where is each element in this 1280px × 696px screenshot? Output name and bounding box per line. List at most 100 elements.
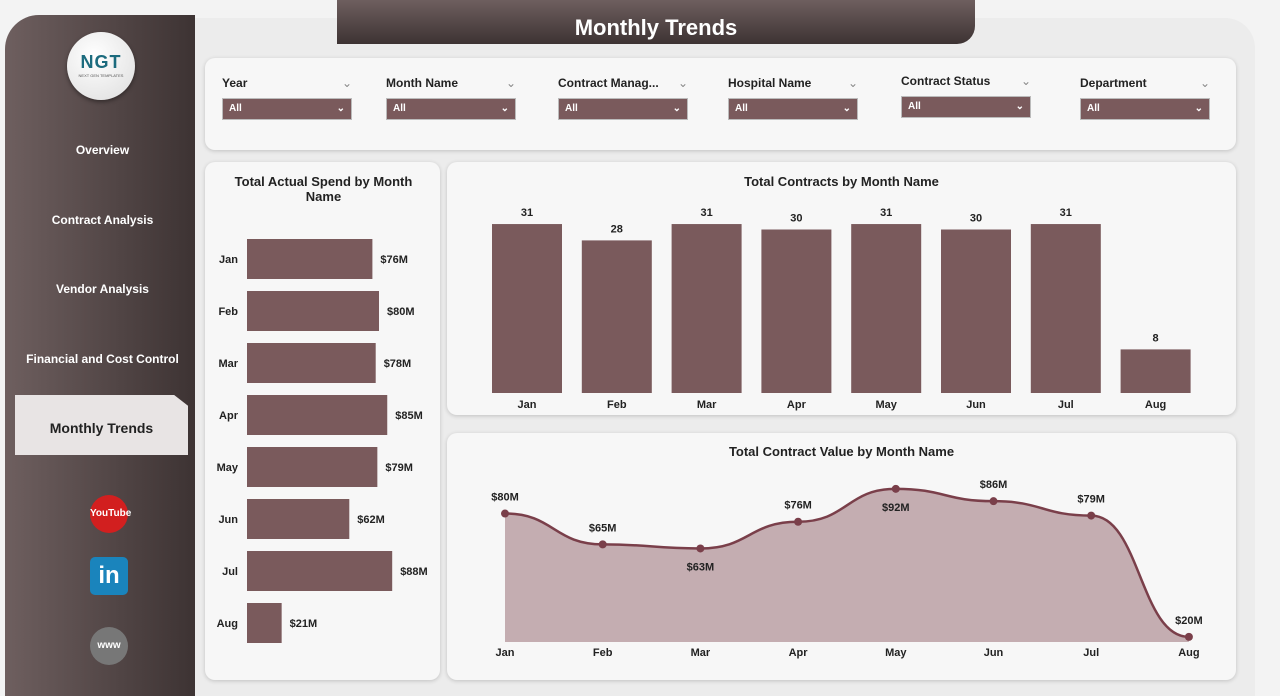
- data-label: 28: [611, 223, 623, 235]
- chevron-down-icon[interactable]: ⌄: [1020, 74, 1031, 88]
- data-label: $88M: [400, 566, 428, 578]
- filter-value: All: [393, 103, 406, 114]
- filter-dropdown[interactable]: All ⌄: [222, 98, 352, 120]
- filter-department[interactable]: Department ⌄ All ⌄: [1080, 76, 1210, 120]
- bar-Jul: [247, 551, 393, 591]
- contracts-chart: Jan 31 Feb 28 Mar 31 Apr 30 May 31 Jun 30 Jul 31 Aug 8: [492, 207, 1191, 411]
- data-label: $63M: [687, 561, 715, 573]
- bar-Jul: [1030, 224, 1101, 393]
- bar-Jun: [247, 499, 350, 539]
- filter-label: Year ⌄: [222, 76, 352, 90]
- data-label: 31: [1060, 207, 1072, 219]
- chevron-down-icon[interactable]: ⌄: [677, 76, 688, 90]
- data-label: 30: [970, 213, 982, 225]
- bar-Feb: [247, 291, 379, 331]
- data-point-May: [891, 484, 900, 493]
- category-label: Jan: [219, 254, 238, 266]
- filter-dropdown[interactable]: All ⌄: [901, 96, 1031, 118]
- filter-value: All: [565, 103, 578, 114]
- youtube-icon[interactable]: YouTube: [90, 495, 131, 533]
- bar-May: [247, 447, 378, 487]
- filter-contract-manag-[interactable]: Contract Manag... ⌄ All ⌄: [558, 76, 688, 120]
- filter-value: All: [908, 101, 921, 112]
- filter-label: Month Name ⌄: [386, 76, 516, 90]
- data-point-Feb: [598, 540, 607, 549]
- chevron-down-icon[interactable]: ⌄: [341, 76, 352, 90]
- spend-card: Total Actual Spend by Month Name Jan $76M…: [205, 162, 440, 680]
- x-tick-label: Jun: [966, 399, 986, 411]
- chevron-down-icon[interactable]: ⌄: [1199, 76, 1210, 90]
- x-tick-label: Jul: [1058, 399, 1074, 411]
- x-tick-label: May: [885, 647, 907, 659]
- x-tick-label: Feb: [593, 647, 613, 659]
- data-point-Jun: [989, 497, 998, 506]
- chart-title: Total Contracts by Month Name: [744, 174, 939, 189]
- filter-dropdown[interactable]: All ⌄: [558, 98, 688, 120]
- category-label: May: [217, 462, 239, 474]
- chevron-down-icon[interactable]: ⌄: [505, 76, 516, 90]
- nav-item-financial-and-cost-control[interactable]: Financial and Cost Control: [26, 352, 179, 366]
- bar-Mar: [247, 343, 376, 383]
- chevron-down-icon[interactable]: ⌄: [847, 76, 858, 90]
- page-title: Monthly Trends: [337, 0, 975, 44]
- logo: NGT NEXT GEN TEMPLATES: [67, 32, 135, 100]
- filter-label-text: Hospital Name: [728, 76, 812, 90]
- category-label: Apr: [219, 410, 239, 422]
- category-label: Jun: [218, 514, 238, 526]
- linkedin-icon[interactable]: in: [90, 557, 128, 595]
- filter-value: All: [735, 103, 748, 114]
- data-label: $62M: [357, 514, 385, 526]
- filter-year[interactable]: Year ⌄ All ⌄: [222, 76, 352, 120]
- globe-icon[interactable]: www: [90, 627, 128, 665]
- bar-Feb: [581, 240, 652, 393]
- filter-label: Department ⌄: [1080, 76, 1210, 90]
- filter-label-text: Contract Status: [901, 74, 991, 88]
- x-tick-label: Apr: [789, 647, 809, 659]
- filter-label-text: Month Name: [386, 76, 458, 90]
- data-label: $86M: [980, 479, 1008, 491]
- data-label: $85M: [395, 410, 423, 422]
- filter-dropdown[interactable]: All ⌄: [1080, 98, 1210, 120]
- filter-month-name[interactable]: Month Name ⌄ All ⌄: [386, 76, 516, 120]
- nav-item-overview[interactable]: Overview: [75, 143, 130, 157]
- filter-label: Contract Manag... ⌄: [558, 76, 688, 90]
- data-label: $76M: [784, 500, 812, 512]
- filter-contract-status[interactable]: Contract Status ⌄ All ⌄: [901, 74, 1031, 118]
- bar-May: [851, 224, 922, 393]
- data-label: 30: [790, 213, 802, 225]
- bar-Apr: [761, 229, 832, 393]
- nav-item-monthly-trends[interactable]: Monthly Trends: [15, 395, 188, 455]
- bar-Jan: [492, 224, 562, 393]
- bar-Jan: [247, 239, 373, 279]
- x-tick-label: Aug: [1178, 647, 1199, 659]
- chevron-down-icon: ⌄: [500, 103, 509, 114]
- value-card: Total Contract Value by Month Name $80M J…: [447, 433, 1236, 680]
- bar-Aug: [1120, 349, 1191, 393]
- filter-dropdown[interactable]: All ⌄: [728, 98, 858, 120]
- filter-dropdown[interactable]: All ⌄: [386, 98, 516, 120]
- filter-value: All: [229, 103, 242, 114]
- data-point-Jul: [1087, 511, 1096, 520]
- x-tick-label: Jun: [984, 647, 1004, 659]
- data-label: 31: [521, 207, 533, 219]
- chart-title: Total Actual Spend by Month Name: [234, 174, 413, 204]
- value-chart: $80M Jan $65M Feb $63M Mar $76M Apr $92M May $86M J…: [491, 479, 1202, 659]
- nav-item-vendor-analysis[interactable]: Vendor Analysis: [56, 282, 149, 296]
- category-label: Feb: [218, 306, 238, 318]
- bar-Aug: [247, 603, 282, 643]
- nav-item-contract-analysis[interactable]: Contract Analysis: [51, 213, 154, 227]
- data-label: $78M: [384, 358, 412, 370]
- category-label: Jul: [222, 566, 238, 578]
- filter-label-text: Year: [222, 76, 248, 90]
- x-tick-label: Jan: [518, 399, 537, 411]
- data-label: $21M: [290, 618, 318, 630]
- filter-hospital-name[interactable]: Hospital Name ⌄ All ⌄: [728, 76, 858, 120]
- bar-Mar: [671, 224, 742, 393]
- filter-value: All: [1087, 103, 1100, 114]
- data-point-Mar: [696, 544, 705, 553]
- filter-panel: Year ⌄ All ⌄ Month Name ⌄ All ⌄ Contract Manag..…: [205, 58, 1236, 150]
- filter-label: Contract Status ⌄: [901, 74, 1031, 88]
- data-point-Jan: [501, 509, 509, 518]
- contracts-card: Total Contracts by Month Name Jan 31 Feb 28…: [447, 162, 1236, 415]
- logo-text: NGT: [80, 52, 122, 72]
